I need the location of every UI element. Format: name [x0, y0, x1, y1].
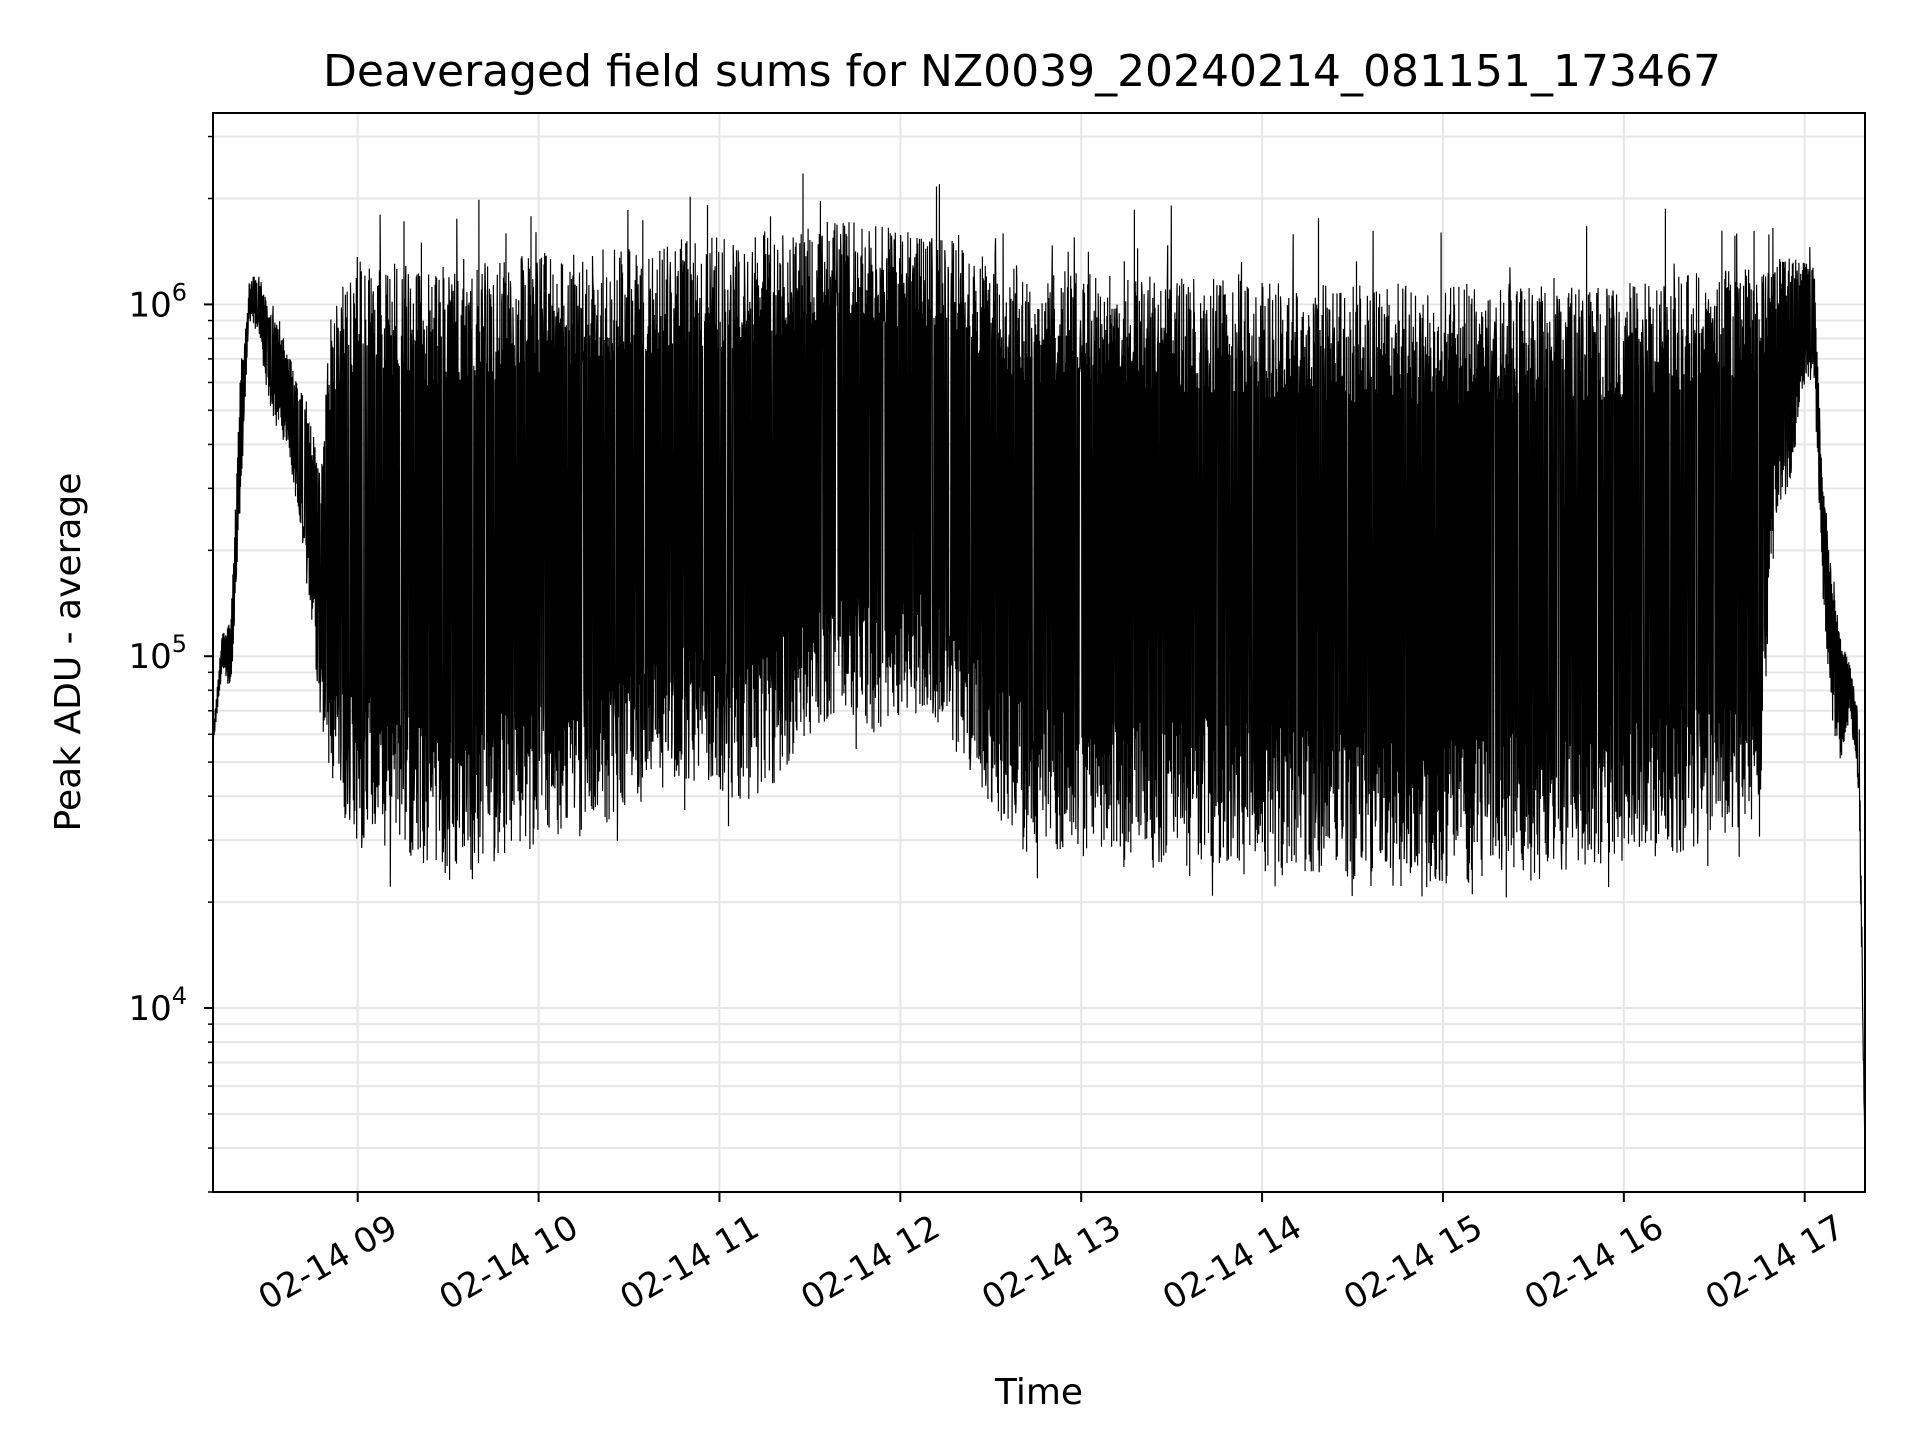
x-tick-label: 02-14 14	[1156, 1207, 1308, 1318]
x-tick-label: 02-14 13	[975, 1207, 1127, 1318]
x-axis: 02-14 09 02-14 10 02-14 11 02-14 12 02-14 13…	[252, 1192, 1851, 1318]
x-tick-label: 02-14 09	[252, 1207, 404, 1318]
series-line	[212, 173, 1866, 1147]
x-tick-label: 02-14 12	[794, 1207, 946, 1318]
y-tick-label: 105	[128, 630, 187, 677]
x-tick-label: 02-14 17	[1699, 1207, 1851, 1318]
y-tick-label: 106	[128, 278, 187, 325]
y-tick-label: 104	[128, 982, 187, 1029]
x-tick-label: 02-14 16	[1518, 1207, 1670, 1318]
plot-frame	[212, 112, 1866, 1193]
chart-title: Deaveraged field sums for NZ0039_2024021…	[323, 46, 1721, 97]
data-line-layer	[212, 173, 1866, 1147]
y-axis-label: Peak ADU - average	[48, 473, 89, 832]
x-tick-label: 02-14 15	[1337, 1207, 1489, 1318]
y-axis: 104 105 106	[128, 135, 213, 1193]
x-tick-label: 02-14 11	[614, 1207, 766, 1318]
x-axis-label: Time	[994, 1372, 1083, 1413]
x-tick-label: 02-14 10	[433, 1207, 585, 1318]
